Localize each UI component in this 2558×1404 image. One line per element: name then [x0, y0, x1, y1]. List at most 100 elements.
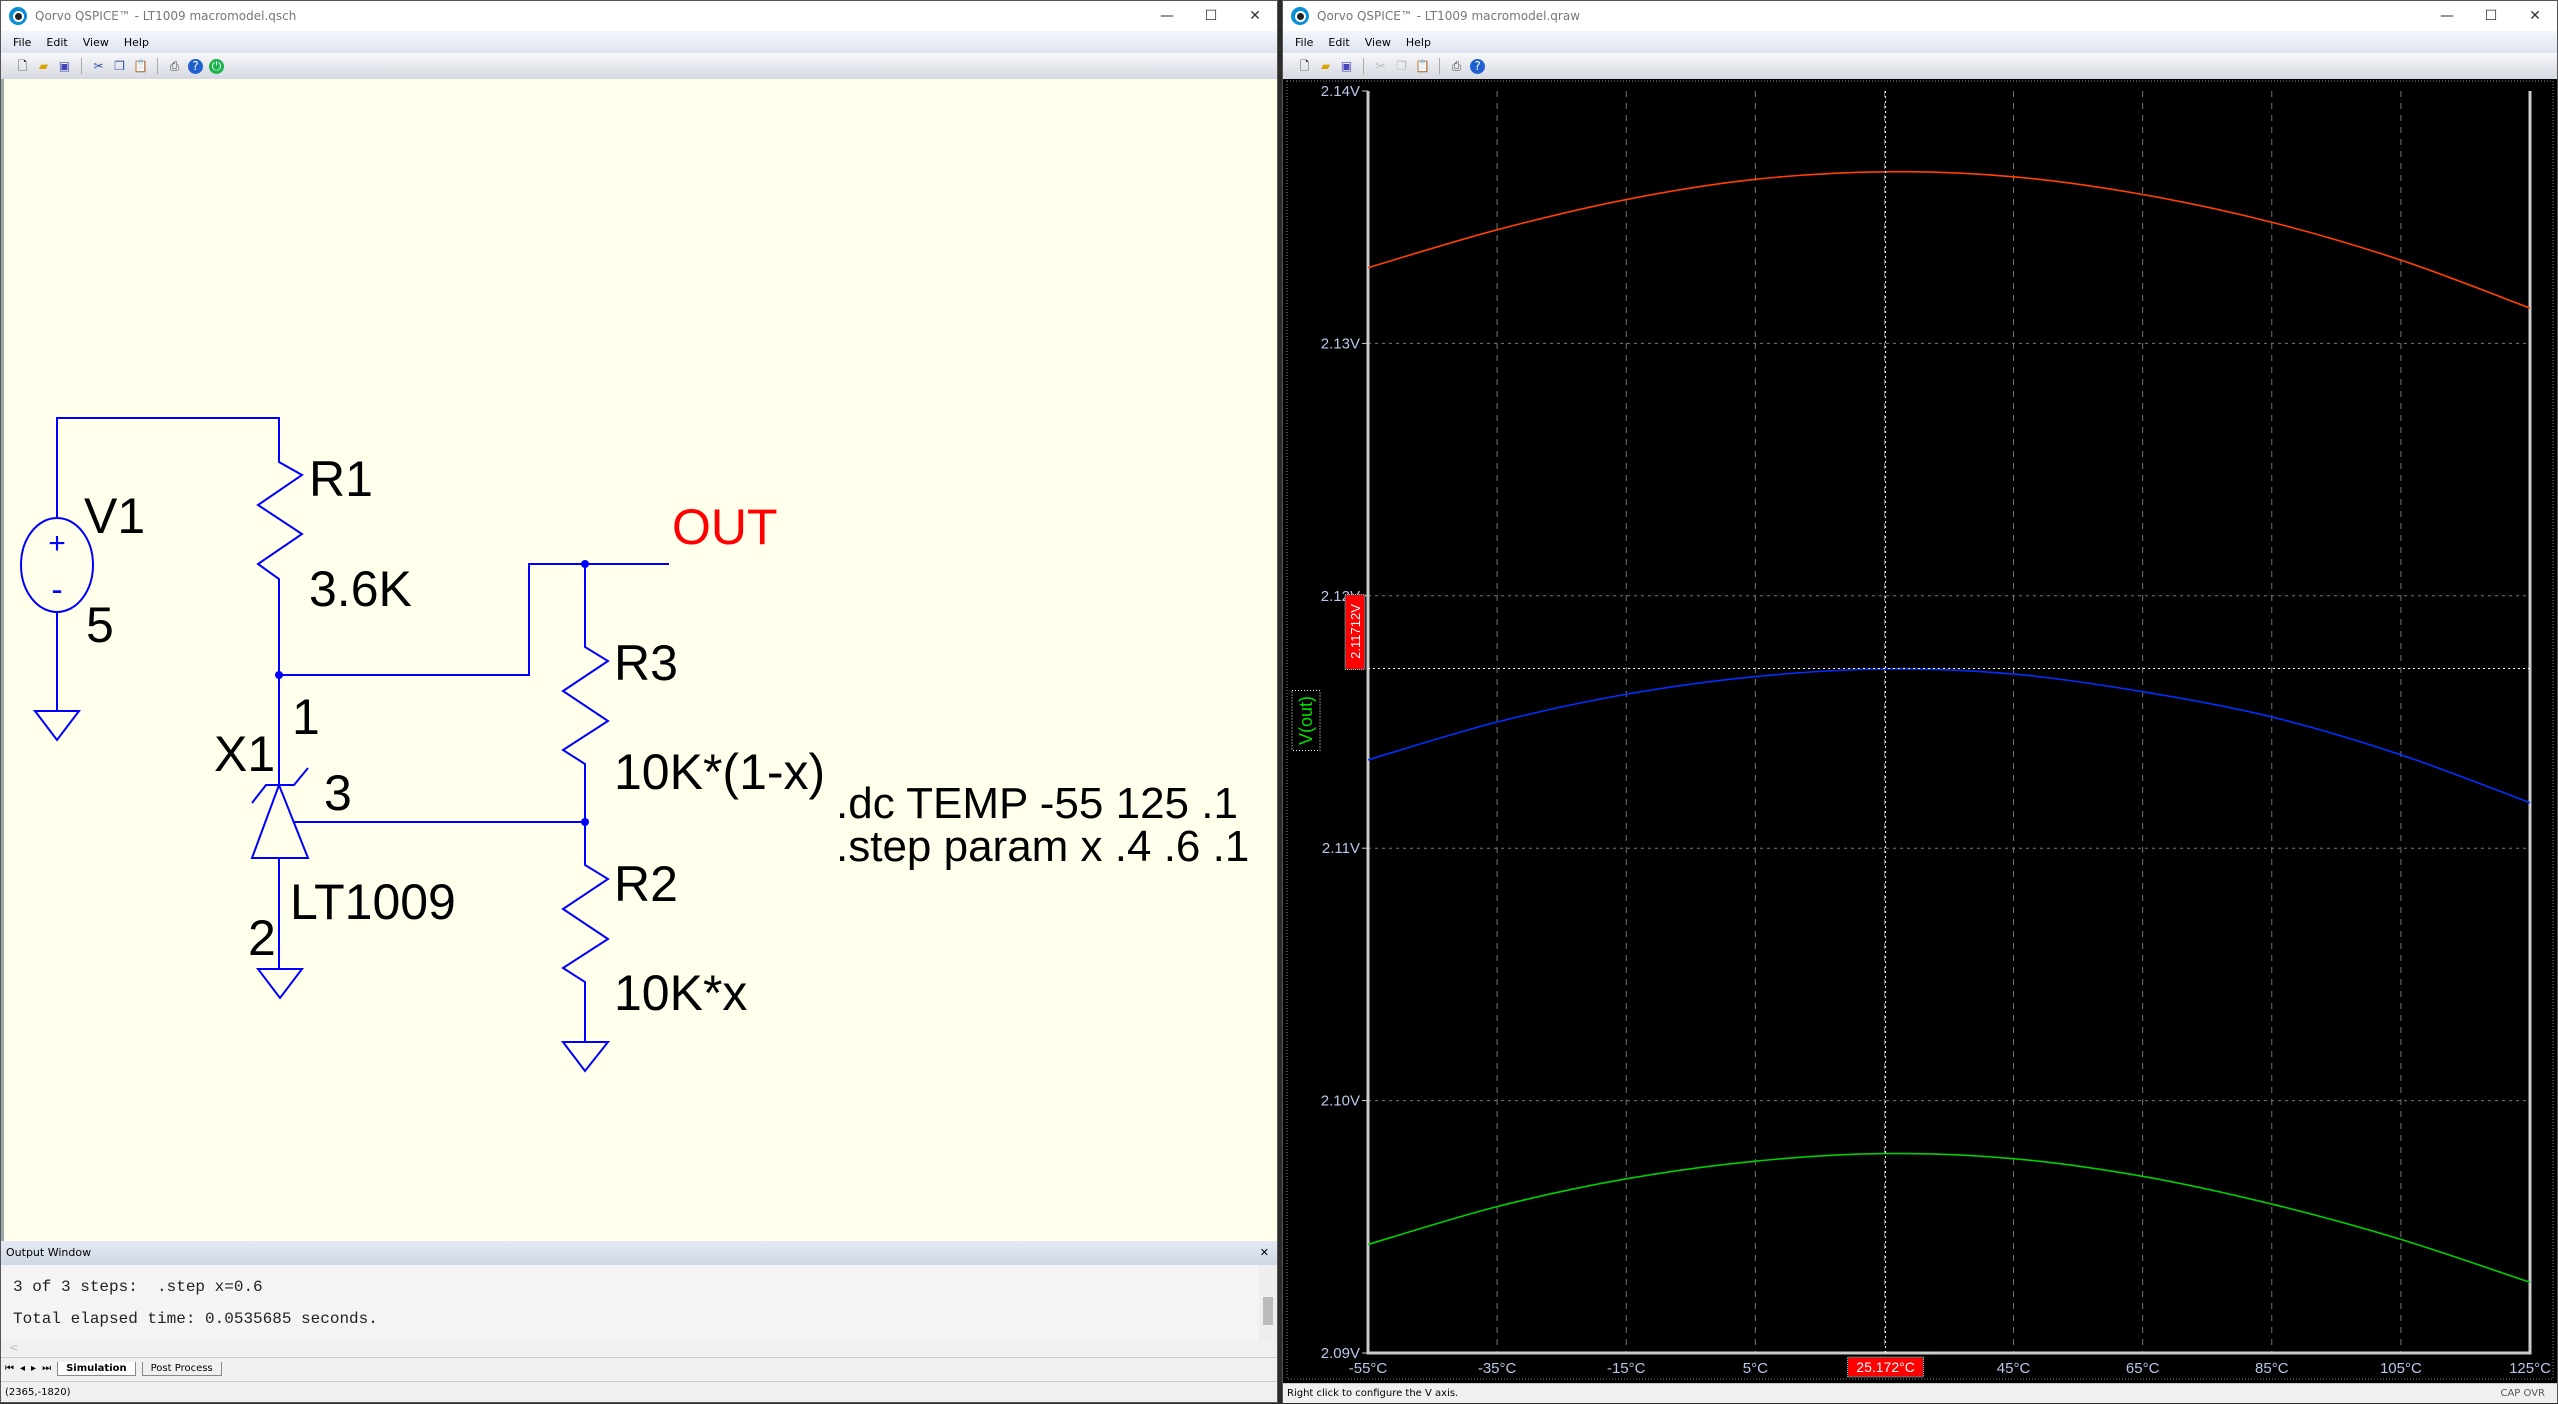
schematic-canvas[interactable]: + - V1 5 R1 3.6K 1 X1 3 LT1009 2 R3 10K*… [1, 79, 1277, 1241]
save-icon[interactable]: ▣ [58, 58, 71, 73]
x1-pin1: 1 [292, 689, 320, 745]
status-bar: (2365,-1820) [1, 1381, 1277, 1403]
title-bar: Qorvo QSPICE™ - LT1009 macromodel.qraw —… [1283, 1, 2557, 31]
toolbar-separator [1363, 58, 1364, 74]
caps-indicator: CAP [2500, 1388, 2521, 1399]
toolbar-separator [1439, 58, 1440, 74]
x1-model: LT1009 [290, 874, 456, 930]
x-tick-label: 125°C [2509, 1360, 2551, 1377]
print-icon[interactable]: ⎙ [1451, 58, 1462, 73]
y-tick-label: 2.13V [1321, 335, 1360, 352]
menu-view[interactable]: View [1364, 35, 1391, 49]
tab-nav-last-icon[interactable]: ⏭ [42, 1363, 52, 1374]
cut-icon[interactable]: ✂ [93, 58, 104, 73]
junction-dot [581, 560, 589, 568]
plot-axes [1366, 91, 2532, 1355]
r1-label: R1 [309, 451, 373, 507]
menu-edit[interactable]: Edit [1328, 35, 1350, 49]
open-icon[interactable]: ▰ [1320, 58, 1331, 73]
dc-directive[interactable]: .dc TEMP -55 125 .1 [836, 779, 1238, 828]
tab-post-process[interactable]: Post Process [141, 1361, 222, 1376]
qspice-logo-icon [9, 7, 27, 25]
output-close-icon[interactable]: ✕ [1259, 1246, 1269, 1259]
output-line: 3 of 3 steps: .step x=0.6 [13, 1278, 263, 1296]
help-icon[interactable]: ? [188, 58, 203, 74]
scroll-thumb[interactable] [1263, 1297, 1273, 1325]
zener-x1-icon [250, 767, 585, 1000]
junction-dot [581, 818, 589, 826]
maximize-button[interactable]: ☐ [2484, 8, 2498, 24]
menu-view[interactable]: View [82, 35, 109, 49]
r3-label: R3 [614, 635, 678, 691]
output-text: 3 of 3 steps: .step x=0.6 Total elapsed t… [1, 1265, 1259, 1341]
toolbar: 🗋 ▰ ▣ ✂ ❐ 📋 ⎙ ? [1283, 53, 2557, 79]
minimize-button[interactable]: — [2440, 8, 2454, 24]
waveform-plot[interactable]: 2.14V 2.13V 2.12V 2.11V 2.10V 2.09V -55°C -35°C… [1283, 79, 2557, 1383]
print-icon[interactable]: ⎙ [169, 58, 180, 73]
cursor-x-box [1847, 1356, 1925, 1378]
window-title: Qorvo QSPICE™ - LT1009 macromodel.qraw [1317, 9, 1581, 23]
menu-help[interactable]: Help [123, 35, 149, 49]
title-bar: Qorvo QSPICE™ - LT1009 macromodel.qsch —… [1, 1, 1277, 31]
menu-bar: File Edit View Help [1283, 31, 2557, 53]
schematic-window: Qorvo QSPICE™ - LT1009 macromodel.qsch —… [0, 0, 1278, 1403]
x1-label: X1 [214, 726, 275, 782]
v1-value: 5 [86, 597, 114, 653]
close-button[interactable]: ✕ [2529, 8, 2541, 24]
help-icon[interactable]: ? [1470, 58, 1485, 74]
menu-help[interactable]: Help [1405, 35, 1431, 49]
cursor-x-label: 25.172°C [1856, 1359, 1915, 1375]
output-window-title: Output Window [6, 1246, 92, 1259]
new-icon[interactable]: 🗋 [1299, 58, 1310, 73]
toolbar: 🗋 ▰ ▣ ✂ ❐ 📋 ⎙ ? ⏻ [1, 53, 1277, 79]
x-tick-label: 65°C [2126, 1360, 2160, 1377]
trace-2 [1367, 1152, 2531, 1284]
menu-edit[interactable]: Edit [46, 35, 68, 49]
junction-dot [275, 671, 283, 679]
tab-nav-next-icon[interactable]: ▸ [31, 1363, 37, 1374]
tab-nav-first-icon[interactable]: ⏮ [5, 1363, 14, 1374]
menu-file[interactable]: File [1295, 35, 1314, 49]
qspice-logo-icon [1291, 7, 1309, 25]
cursor-y-label: 2.11712V [1348, 604, 1363, 659]
r2-label: R2 [614, 856, 678, 912]
save-icon[interactable]: ▣ [1340, 58, 1353, 73]
output-vertical-scrollbar[interactable] [1259, 1265, 1277, 1341]
tab-nav-prev-icon[interactable]: ◂ [20, 1363, 26, 1374]
r1-value: 3.6K [309, 561, 412, 617]
menu-file[interactable]: File [13, 35, 32, 49]
cursor-coordinates: (2365,-1820) [5, 1387, 71, 1398]
tab-simulation[interactable]: Simulation [57, 1361, 136, 1376]
new-icon[interactable]: 🗋 [17, 58, 28, 73]
window-title: Qorvo QSPICE™ - LT1009 macromodel.qsch [35, 9, 297, 23]
minimize-button[interactable]: — [1160, 8, 1174, 24]
paste-icon[interactable]: 📋 [133, 58, 148, 73]
paste-icon: 📋 [1415, 58, 1430, 73]
schematic-drawing: + - V1 5 R1 3.6K 1 X1 3 LT1009 2 R3 10K*… [20, 417, 1249, 1073]
output-horizontal-scrollbar[interactable]: < [1, 1341, 1277, 1357]
x-tick-label: 5°C [1743, 1360, 1768, 1377]
open-icon[interactable]: ▰ [38, 58, 49, 73]
y-tick-label: 2.10V [1321, 1093, 1360, 1110]
y-tick-label: 2.11V [1322, 840, 1360, 857]
wire-r1 [56, 417, 304, 785]
run-icon[interactable]: ⏻ [209, 58, 224, 74]
x-tick-label: -15°C [1607, 1360, 1646, 1377]
scroll-left-icon[interactable]: < [9, 1341, 19, 1354]
maximize-button[interactable]: ☐ [1204, 8, 1218, 24]
cursor-y-box [1344, 593, 1366, 670]
copy-icon[interactable]: ❐ [114, 58, 125, 73]
close-button[interactable]: ✕ [1249, 8, 1261, 24]
trace-label: V(out) [1296, 696, 1316, 745]
trace-0 [1367, 170, 2531, 309]
ground-v1-icon [32, 612, 82, 742]
step-directive[interactable]: .step param x .4 .6 .1 [836, 822, 1249, 871]
status-bar: Right click to configure the V axis. CAP… [1283, 1383, 2557, 1403]
trace-1 [1367, 668, 2531, 804]
r2-value: 10K*x [614, 965, 747, 1021]
output-line: Total elapsed time: 0.0535685 seconds. [13, 1310, 378, 1328]
x1-pin3: 3 [324, 765, 352, 821]
plot-border [1286, 80, 2554, 1380]
net-label-out[interactable]: OUT [672, 499, 778, 555]
